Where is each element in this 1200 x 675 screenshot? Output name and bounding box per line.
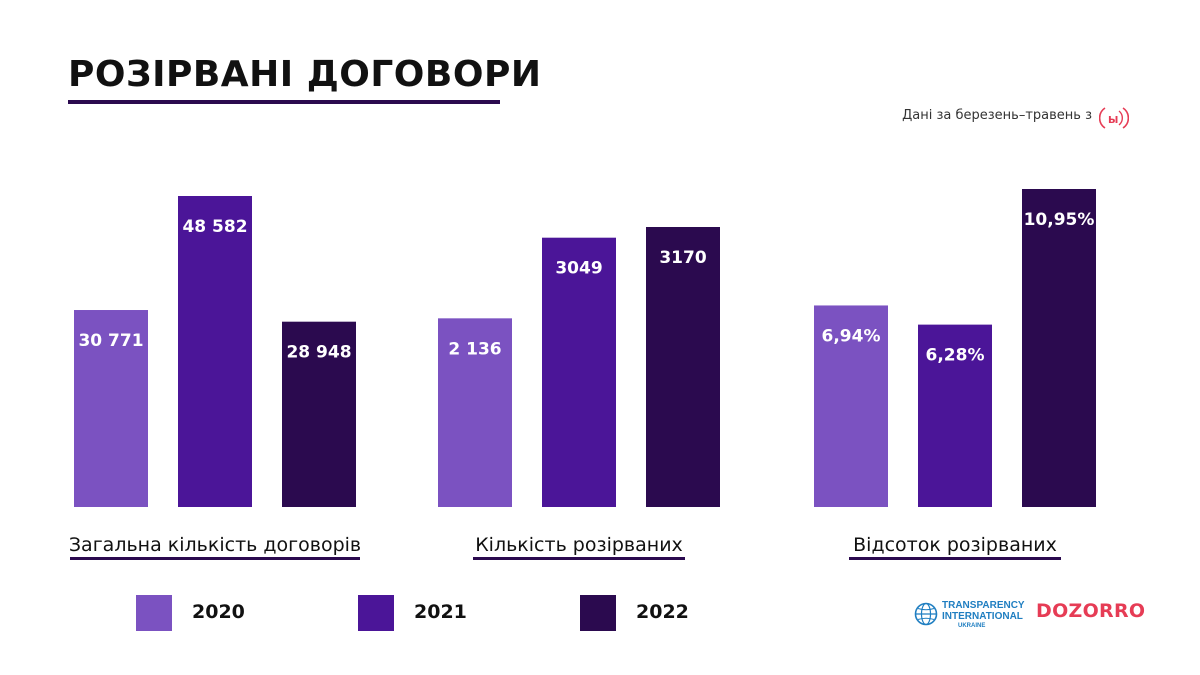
bar-value-label-2-2022: 3170 [659,248,706,268]
bar-1-2020 [74,310,148,507]
bar-3-2021 [918,324,992,507]
bar-value-label-1-2022: 28 948 [286,343,351,363]
bar-2-2021 [542,237,616,508]
legend-label-2022: 2022 [636,601,689,623]
title-underline [68,100,500,104]
globe-icon [914,602,938,626]
bar-value-label-1-2020: 30 771 [78,331,143,351]
group-label-1: Загальна кількість договорів [69,534,361,556]
group-label-underline-2 [473,557,685,560]
page-title: РОЗІРВАНІ ДОГОВОРИ [68,54,542,95]
bar-2-2022 [646,227,720,507]
data-period-note: Дані за березень–травень з [902,108,1092,123]
legend-swatch-2021 [358,595,394,631]
bar-value-label-3-2020: 6,94% [822,326,881,346]
legend-swatch-2022 [580,595,616,631]
bar-3-2022 [1022,189,1096,507]
dozorro-logo: DOZORRO [1036,600,1146,622]
bar-1-2022 [282,321,356,507]
group-label-underline-3 [849,557,1061,560]
transparency-international-logo: TRANSPARENCY INTERNATIONAL UKRAINE [914,598,1025,630]
group-label-underline-1 [70,557,360,560]
legend-swatch-2020 [136,595,172,631]
prozorro-icon: Ы [1099,107,1129,129]
ti-logo-line-1: TRANSPARENCY [942,600,1025,611]
ti-logo-line-2: INTERNATIONAL [942,611,1023,622]
bar-value-label-2-2021: 3049 [555,259,602,279]
bar-2-2020 [438,318,512,507]
bar-value-label-3-2022: 10,95% [1024,210,1095,230]
bar-value-label-1-2021: 48 582 [182,217,247,237]
bar-1-2021 [178,196,252,507]
bar-3-2020 [814,305,888,507]
bar-value-label-3-2021: 6,28% [926,346,985,366]
group-label-3: Відсоток розірваних [853,534,1057,556]
bar-value-label-2-2020: 2 136 [448,339,501,359]
svg-text:Ы: Ы [1108,115,1118,126]
group-label-2: Кількість розірваних [475,534,683,556]
ti-logo-line-3: UKRAINE [958,623,986,629]
legend-label-2020: 2020 [192,601,245,623]
legend-label-2021: 2021 [414,601,467,623]
